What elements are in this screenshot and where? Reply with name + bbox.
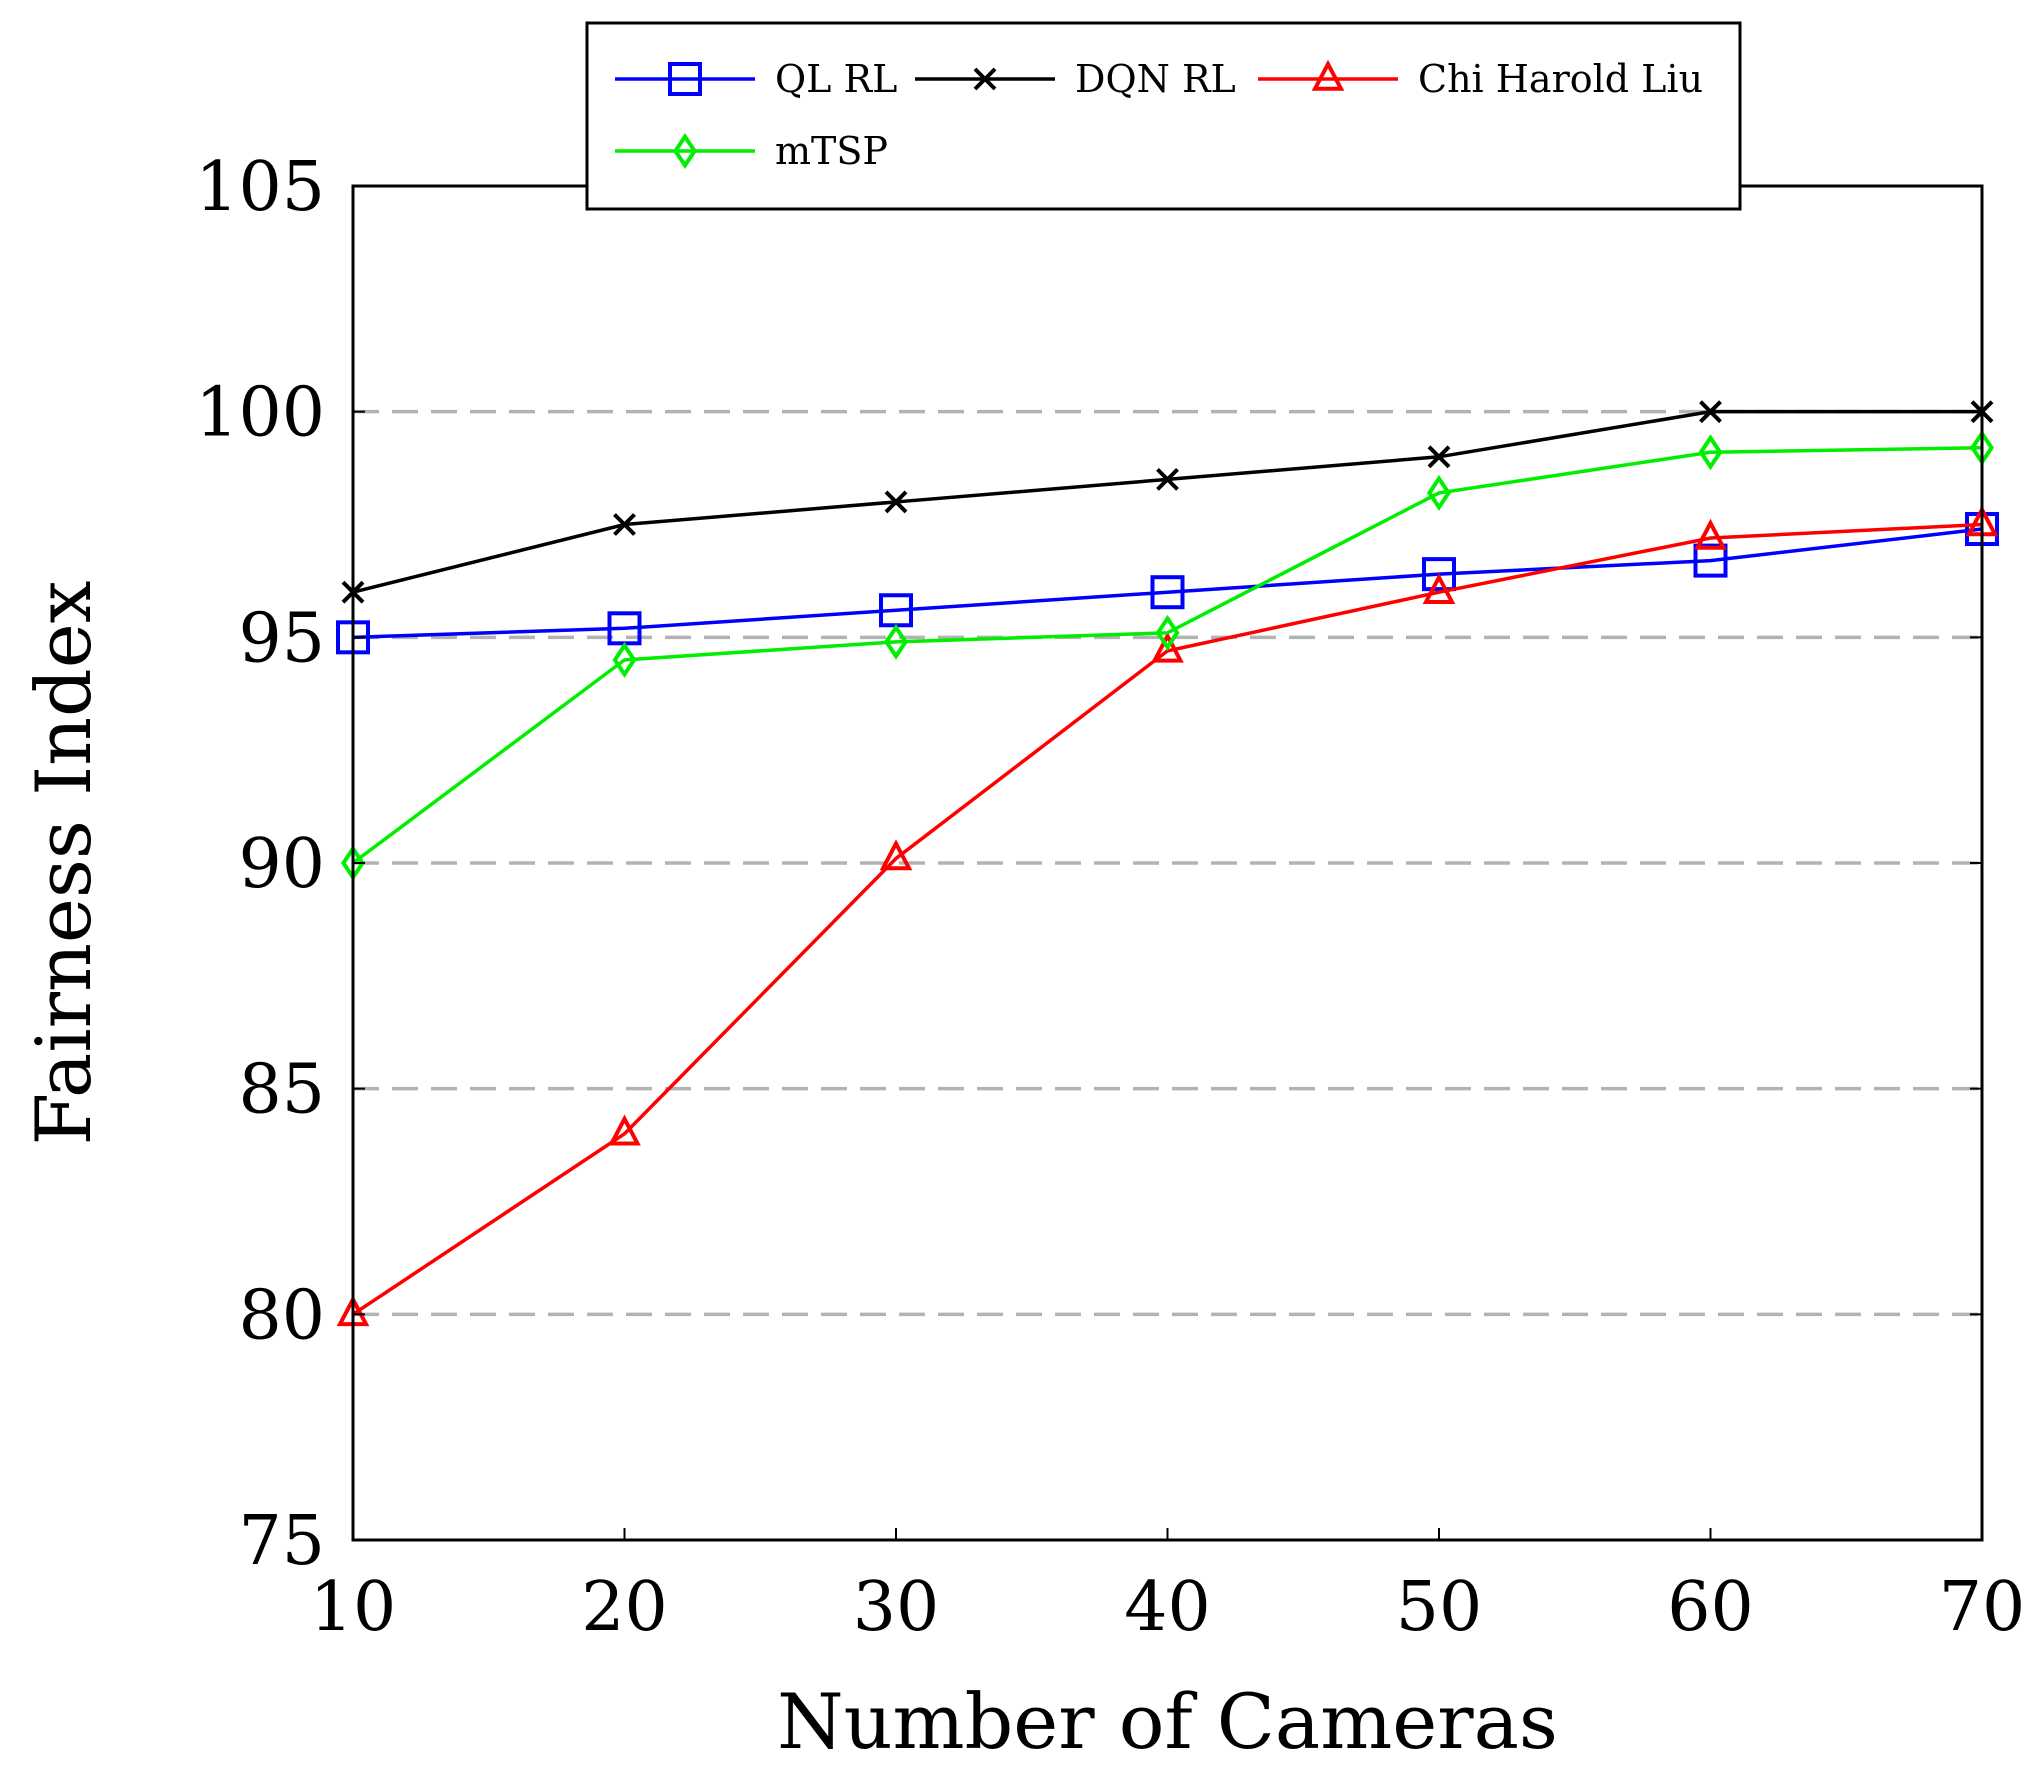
legend-label: mTSP (775, 129, 888, 173)
y-tick-label: 100 (195, 374, 325, 453)
diamond-marker (1155, 614, 1180, 651)
triangle-marker (1694, 518, 1727, 550)
triangle-marker (879, 839, 913, 871)
x-tick-label: 30 (853, 1568, 940, 1647)
x-tick-label: 60 (1667, 1568, 1754, 1647)
x-tick-label: 40 (1124, 1568, 1211, 1647)
series-line (352, 522, 1983, 1316)
y-tick-label: 80 (238, 1276, 325, 1355)
legend: QL RL DQN RL Chi Harold Liu mTSP (585, 21, 1742, 211)
y-tick-label: 75 (238, 1502, 325, 1581)
square-marker (668, 62, 702, 96)
triangle-marker (1151, 631, 1184, 663)
square-marker (1422, 557, 1456, 592)
triangle-marker (608, 1114, 641, 1146)
x-marker (613, 513, 636, 536)
x-marker (1427, 445, 1451, 469)
y-tick-label: 85 (238, 1051, 325, 1130)
y-axis-title: Fairness Index (19, 580, 108, 1145)
x-marker (973, 67, 997, 91)
square-marker (1150, 575, 1185, 610)
series-dqn-rl (341, 400, 1994, 604)
legend-entry: mTSP (615, 129, 888, 173)
axis-ticks: 75 80 85 90 95 100 105 10 20 30 40 50 60 70 (195, 148, 2025, 1647)
triangle-marker (1311, 59, 1345, 91)
diamond-marker (1426, 474, 1452, 511)
x-tick-label: 20 (581, 1568, 668, 1647)
legend-box (585, 21, 1742, 211)
legend-entry: DQN RL (915, 57, 1236, 101)
legend-label: DQN RL (1075, 57, 1236, 101)
x-tick-label: 50 (1396, 1568, 1483, 1647)
series-line (351, 446, 1983, 865)
x-axis-title: Number of Cameras (777, 1677, 1558, 1766)
x-tick-label: 70 (1939, 1568, 2026, 1647)
y-tick-label: 90 (238, 825, 325, 904)
diamond-marker (1698, 434, 1723, 471)
legend-entry: Chi Harold Liu (1258, 57, 1703, 101)
legend-label: QL RL (775, 57, 897, 101)
diamond-marker (612, 641, 637, 678)
series-line (352, 527, 1983, 640)
square-marker (1693, 543, 1728, 578)
legend-label: Chi Harold Liu (1418, 57, 1703, 101)
legend-entry: QL RL (615, 57, 897, 101)
x-marker (1156, 467, 1179, 491)
triangle-marker (1422, 572, 1456, 604)
x-marker (1699, 400, 1722, 424)
series-chi-harold-liu (336, 505, 1999, 1327)
diamond-marker (672, 132, 698, 170)
diamond-marker (883, 623, 909, 660)
y-tick-label: 105 (195, 148, 325, 227)
x-tick-label: 10 (310, 1568, 397, 1647)
y-tick-label: 95 (238, 599, 325, 678)
series-lines (336, 400, 1999, 1327)
x-marker (884, 490, 908, 514)
